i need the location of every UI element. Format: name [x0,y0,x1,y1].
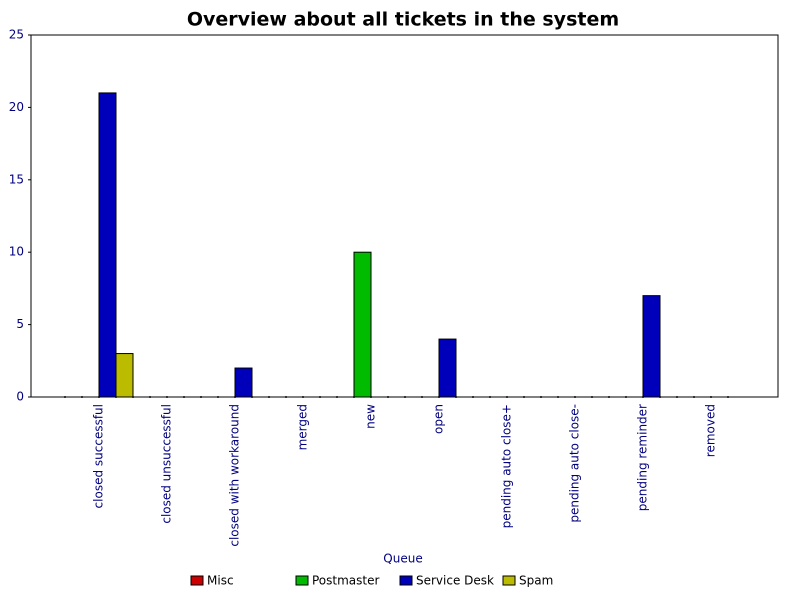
x-tick-dot [217,396,219,398]
x-tick-dot [183,396,185,398]
x-tick-dot [591,396,593,398]
x-tick-dot [727,396,729,398]
legend-label: Misc [207,574,234,588]
x-tick-dot [540,396,542,398]
x-tick-dot [472,396,474,398]
y-tick-label: 5 [16,317,24,331]
x-tick-dot [489,396,491,398]
y-tick-label: 15 [9,172,24,186]
x-tick-dot [166,396,168,398]
legend-label: Service Desk [416,574,494,588]
x-tick-dot [455,396,457,398]
x-tick-dot [710,396,712,398]
bar [234,367,253,398]
bar [642,295,661,398]
x-tick-label: open [432,404,446,434]
bar [438,338,457,398]
x-tick-dot [285,396,287,398]
x-tick-dot [523,396,525,398]
x-tick-label: pending auto close+ [500,404,514,528]
x-tick-dot [268,396,270,398]
legend-swatch [502,575,516,586]
legend-swatch [190,575,204,586]
x-tick-dot [659,396,661,398]
x-tick-dot [81,396,83,398]
x-tick-label: removed [704,404,718,457]
x-tick-dot [251,396,253,398]
x-tick-dot [557,396,559,398]
bar [98,92,117,398]
x-tick-dot [625,396,627,398]
legend-label: Postmaster [312,574,379,588]
x-tick-dot [404,396,406,398]
x-tick-dot [64,396,66,398]
x-tick-dot [149,396,151,398]
bar [115,353,134,398]
x-tick-dot [506,396,508,398]
x-tick-dot [574,396,576,398]
chart-title: Overview about all tickets in the system [187,9,619,31]
y-tick-label: 0 [16,390,24,404]
x-tick-label: closed unsuccessful [160,404,174,524]
x-tick-dot [693,396,695,398]
x-tick-label: new [364,404,378,429]
x-axis-label: Queue [383,552,422,566]
x-tick-dot [387,396,389,398]
x-tick-dot [200,396,202,398]
x-tick-label: pending auto close- [568,404,582,523]
x-tick-label: closed with workaround [228,404,242,547]
x-tick-dot [370,396,372,398]
x-tick-dot [319,396,321,398]
x-tick-label: closed successful [92,404,106,508]
x-tick-dot [421,396,423,398]
x-tick-dot [336,396,338,398]
x-tick-dot [676,396,678,398]
bar [353,251,372,398]
x-tick-dot [132,396,134,398]
legend-swatch [295,575,309,586]
y-tick-label: 25 [9,28,24,42]
x-tick-dot [302,396,304,398]
y-tick-label: 20 [9,100,24,114]
x-tick-label: merged [296,404,310,450]
legend-swatch [399,575,413,586]
y-tick-label: 10 [9,245,24,259]
x-tick-label: pending reminder [636,404,650,511]
x-tick-dot [608,396,610,398]
legend-label: Spam [519,574,553,588]
plot-frame [30,34,779,398]
